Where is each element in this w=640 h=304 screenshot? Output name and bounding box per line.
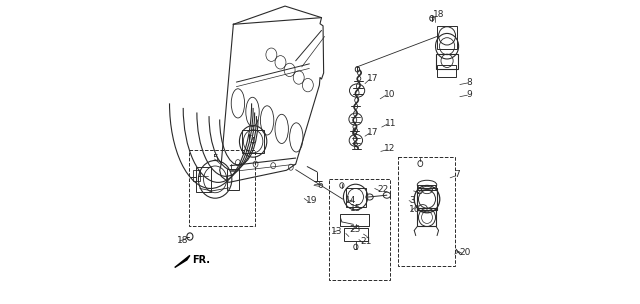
Text: 18: 18 xyxy=(433,10,444,19)
Text: 23: 23 xyxy=(350,225,361,234)
Text: 19: 19 xyxy=(307,196,318,205)
Bar xyxy=(437,65,456,77)
Bar xyxy=(329,179,390,280)
Text: 7: 7 xyxy=(454,170,460,179)
Bar xyxy=(437,26,457,49)
Text: 3: 3 xyxy=(409,196,415,205)
Text: 18: 18 xyxy=(177,236,189,245)
Bar xyxy=(417,208,436,226)
Text: 17: 17 xyxy=(367,128,379,137)
Text: 1: 1 xyxy=(197,170,203,179)
Bar xyxy=(241,130,264,153)
Bar xyxy=(196,167,211,192)
Bar xyxy=(346,188,365,207)
Polygon shape xyxy=(175,255,190,268)
Text: 9: 9 xyxy=(466,90,472,99)
Text: 17: 17 xyxy=(367,74,379,83)
Bar xyxy=(399,157,454,266)
Text: 5: 5 xyxy=(212,154,218,163)
Text: 12: 12 xyxy=(385,144,396,154)
Text: 11: 11 xyxy=(385,119,397,128)
Bar xyxy=(340,214,369,226)
Text: 10: 10 xyxy=(384,90,396,99)
Text: 8: 8 xyxy=(466,78,472,87)
Text: 16: 16 xyxy=(409,205,420,214)
Text: 4: 4 xyxy=(250,137,255,146)
Bar xyxy=(227,169,239,190)
Text: FR.: FR. xyxy=(192,255,210,265)
Text: 6: 6 xyxy=(317,181,323,190)
Text: 15: 15 xyxy=(350,204,362,213)
Bar xyxy=(417,185,436,190)
Bar xyxy=(344,228,368,241)
Text: 20: 20 xyxy=(460,248,471,257)
Text: 21: 21 xyxy=(360,237,372,246)
Text: 22: 22 xyxy=(378,185,389,195)
Bar xyxy=(436,54,458,69)
Text: 2: 2 xyxy=(417,187,422,196)
Text: 14: 14 xyxy=(345,196,356,205)
Bar xyxy=(189,150,255,226)
Text: 13: 13 xyxy=(332,226,343,236)
Bar xyxy=(417,188,437,210)
Bar xyxy=(193,170,200,181)
